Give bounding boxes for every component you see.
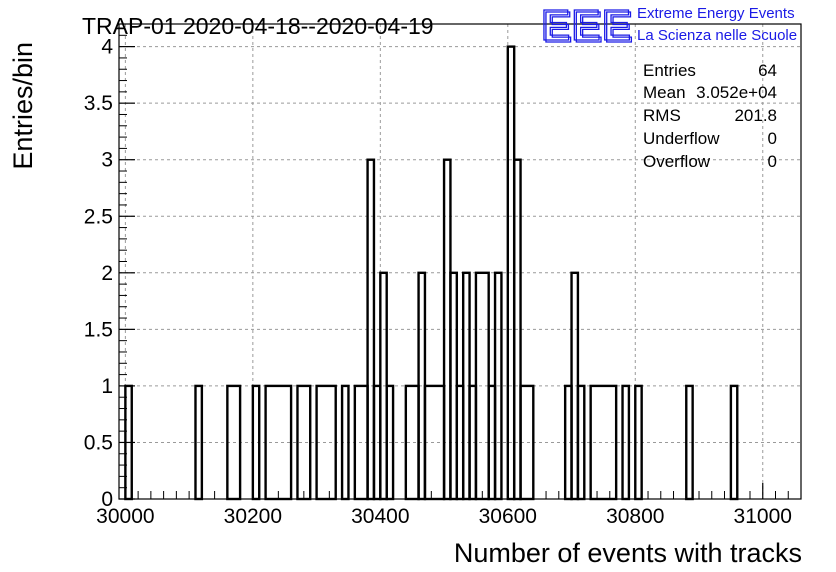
- stats-box: Entries 64 Mean 3.052e+04 RMS 201.8 Unde…: [643, 61, 777, 171]
- y-tick-label: 2: [101, 262, 113, 285]
- logo-line1: Extreme Energy Events: [637, 5, 795, 22]
- logo-mark: EEE: [541, 1, 632, 50]
- y-tick-label: 0.5: [84, 431, 113, 454]
- y-tick-label: 2.5: [84, 205, 113, 228]
- y-axis-title: Entries/bin: [8, 42, 38, 170]
- x-tick-label: 30000: [96, 505, 154, 528]
- y-tick-label: 0: [101, 488, 113, 511]
- stats-label-underflow: Underflow: [643, 129, 720, 148]
- y-tick-label: 1: [101, 375, 113, 398]
- y-tick-label: 4: [101, 36, 113, 59]
- stats-value-rms: 201.8: [734, 106, 777, 125]
- y-tick-label: 3.5: [84, 92, 113, 115]
- logo-mark-shadow: EEE: [543, 3, 634, 52]
- x-axis-title: Number of events with tracks: [454, 538, 802, 568]
- stats-label-overflow: Overflow: [643, 152, 711, 171]
- stats-value-entries: 64: [758, 61, 777, 80]
- x-tick-label: 30200: [224, 505, 282, 528]
- stats-value-overflow: 0: [768, 152, 777, 171]
- x-tick-label: 30600: [479, 505, 537, 528]
- axes-layer: 0 0.5 1 1.5 2 2.5 3 3.5 4 30000 30200 30400 30600 308…: [84, 23, 802, 528]
- stats-value-underflow: 0: [768, 129, 777, 148]
- stats-label-mean: Mean: [643, 83, 686, 102]
- stats-label-rms: RMS: [643, 106, 681, 125]
- logo-line2: La Scienza nelle Scuole: [637, 27, 797, 44]
- chart-title: TRAP-01 2020-04-18--2020-04-19: [82, 13, 434, 39]
- y-tick-label: 3: [101, 149, 113, 172]
- stats-value-mean: 3.052e+04: [696, 83, 777, 102]
- eee-logo: EEE EEE Extreme Energy Events La Scienza…: [540, 0, 797, 52]
- x-tick-label: 31000: [734, 505, 792, 528]
- x-tick-label: 30400: [351, 505, 409, 528]
- stats-label-entries: Entries: [643, 61, 696, 80]
- y-tick-label: 1.5: [84, 318, 113, 341]
- x-tick-label: 30800: [606, 505, 664, 528]
